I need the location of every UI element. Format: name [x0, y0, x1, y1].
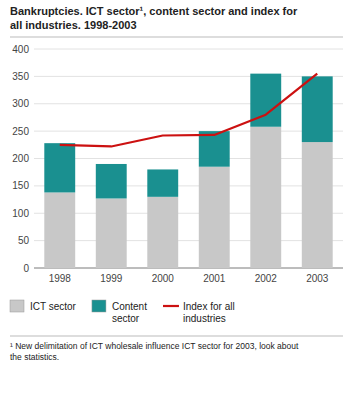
x-tick-label: 2002	[255, 273, 278, 284]
legend-swatch	[163, 305, 179, 307]
legend-label: sector	[112, 313, 140, 324]
bar	[147, 197, 178, 268]
title: Bankruptcies. ICT sector¹, content secto…	[10, 5, 298, 17]
y-tick-label: 200	[12, 153, 29, 164]
bar	[44, 192, 75, 268]
plot-area	[44, 74, 332, 268]
x-tick-label: 1998	[49, 273, 72, 284]
bar	[44, 143, 75, 192]
separator	[10, 37, 343, 38]
y-tick-label: 300	[12, 98, 29, 109]
y-tick-label: 50	[18, 235, 30, 246]
footnote: ¹ New delimitation of ICT wholesale infl…	[10, 341, 299, 351]
grid-line	[34, 240, 343, 241]
x-tick-label: 2001	[203, 273, 226, 284]
y-tick-label: 100	[12, 208, 29, 219]
legend-label: Index for all	[183, 301, 235, 312]
x-axis-line	[34, 268, 343, 269]
chart: Bankruptcies. ICT sector¹, content secto…	[0, 0, 353, 395]
grid-line	[34, 158, 343, 159]
bar	[96, 164, 127, 198]
bar	[302, 142, 333, 268]
bar	[96, 198, 127, 268]
footnote: the statistics.	[10, 352, 59, 362]
x-tick-label: 1999	[100, 273, 123, 284]
grid-line	[34, 76, 343, 77]
legend-label: industries	[183, 313, 226, 324]
bar	[199, 167, 230, 268]
y-tick-label: 150	[12, 180, 29, 191]
y-tick-label: 0	[23, 263, 29, 274]
y-tick-label: 400	[12, 44, 29, 55]
grid-line	[34, 185, 343, 186]
background	[0, 0, 353, 395]
grid-line	[34, 131, 343, 132]
bar	[199, 131, 230, 167]
separator	[10, 336, 343, 337]
legend-swatch	[10, 300, 24, 312]
legend-swatch	[92, 300, 106, 312]
y-tick-label: 350	[12, 71, 29, 82]
title: all industries. 1998-2003	[10, 19, 137, 31]
grid-line	[34, 213, 343, 214]
bar	[302, 76, 333, 142]
grid-line	[34, 49, 343, 50]
y-tick-label: 250	[12, 126, 29, 137]
grid	[34, 49, 343, 268]
grid-line	[34, 103, 343, 104]
legend: ICT sector Contentsector Index for allindu…	[10, 300, 235, 324]
x-tick-label: 2000	[152, 273, 175, 284]
bar	[147, 169, 178, 196]
line	[60, 74, 318, 147]
x-tick-label: 2003	[306, 273, 329, 284]
legend-label: Content	[112, 301, 147, 312]
grid-line	[34, 268, 343, 269]
bar	[250, 127, 281, 268]
legend-label: ICT sector	[30, 301, 77, 312]
